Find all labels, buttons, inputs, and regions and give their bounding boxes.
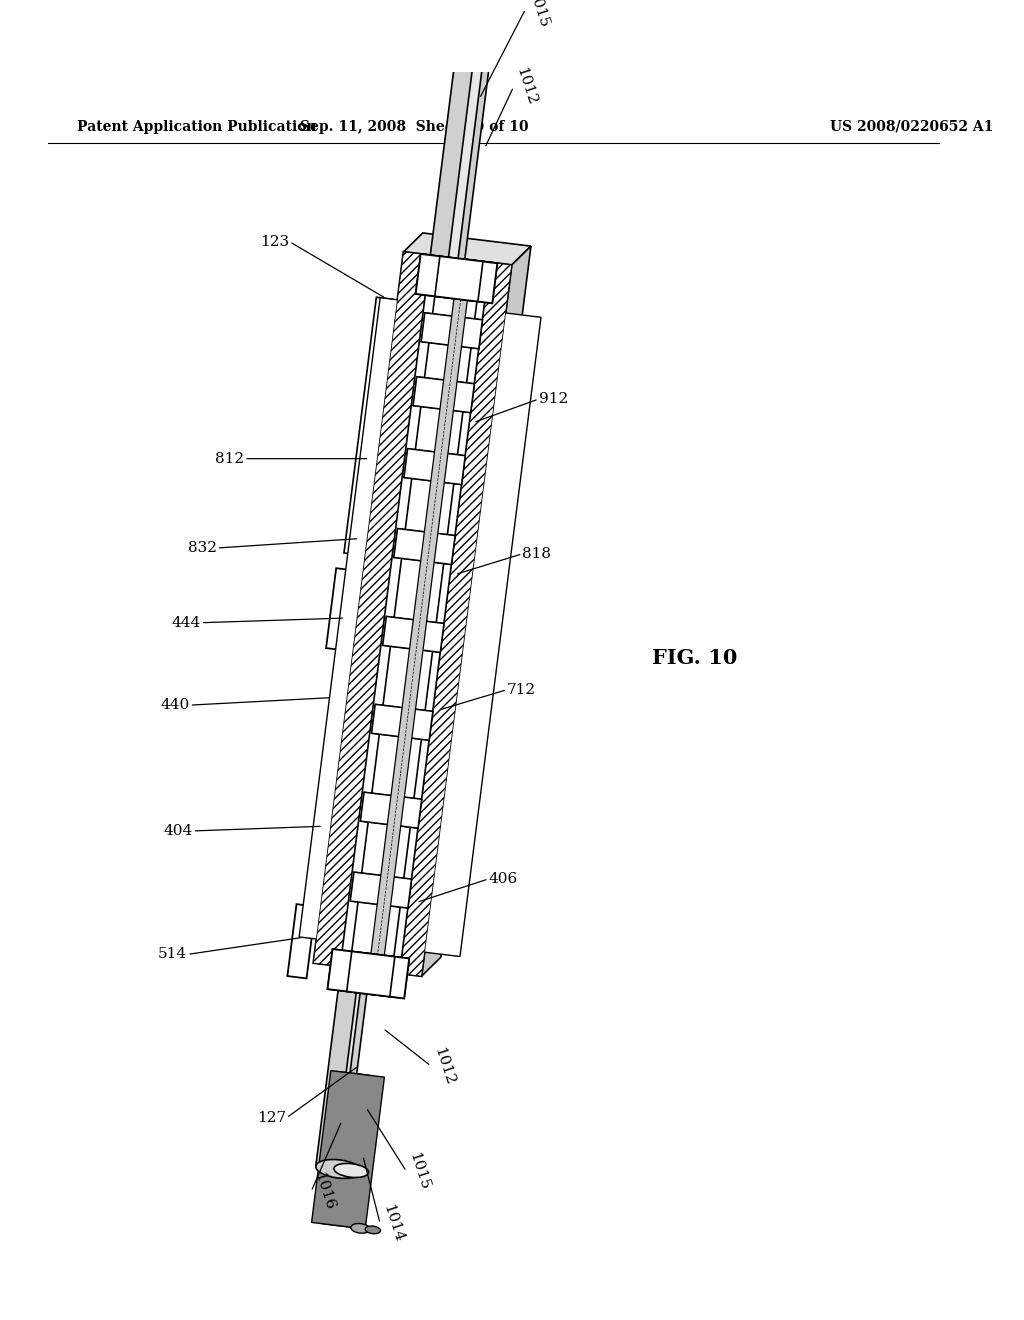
- Polygon shape: [413, 376, 474, 413]
- Polygon shape: [427, 48, 492, 284]
- Polygon shape: [416, 253, 498, 304]
- Ellipse shape: [351, 1224, 370, 1233]
- Polygon shape: [394, 528, 455, 565]
- Polygon shape: [399, 263, 512, 977]
- Polygon shape: [352, 296, 477, 957]
- Polygon shape: [313, 252, 512, 977]
- Polygon shape: [383, 616, 443, 652]
- Text: 123: 123: [260, 235, 290, 248]
- Text: 440: 440: [161, 698, 189, 711]
- Polygon shape: [350, 873, 412, 908]
- Text: Sep. 11, 2008  Sheet 10 of 10: Sep. 11, 2008 Sheet 10 of 10: [300, 120, 529, 133]
- Polygon shape: [422, 246, 531, 977]
- Text: 127: 127: [257, 1111, 287, 1125]
- Text: 1014: 1014: [380, 1203, 406, 1245]
- Text: 1015: 1015: [407, 1151, 432, 1192]
- Polygon shape: [371, 298, 467, 956]
- Polygon shape: [404, 449, 465, 484]
- Polygon shape: [350, 873, 412, 908]
- Polygon shape: [344, 297, 392, 554]
- Polygon shape: [435, 256, 483, 301]
- Polygon shape: [383, 616, 443, 652]
- Polygon shape: [288, 904, 315, 978]
- Text: 1015: 1015: [525, 0, 551, 29]
- Text: FIG. 10: FIG. 10: [652, 648, 737, 668]
- Text: 444: 444: [171, 615, 201, 630]
- Text: 514: 514: [158, 948, 187, 961]
- Polygon shape: [416, 253, 498, 304]
- Ellipse shape: [366, 1226, 381, 1234]
- Polygon shape: [421, 313, 482, 348]
- Ellipse shape: [475, 45, 506, 58]
- Polygon shape: [372, 705, 433, 741]
- Text: US 2008/0220652 A1: US 2008/0220652 A1: [829, 120, 993, 133]
- Text: 812: 812: [215, 451, 244, 466]
- Polygon shape: [360, 792, 422, 828]
- Polygon shape: [360, 792, 422, 828]
- Polygon shape: [394, 528, 455, 565]
- Text: 1012: 1012: [514, 66, 539, 107]
- Polygon shape: [334, 985, 361, 1168]
- Polygon shape: [347, 952, 395, 997]
- Polygon shape: [326, 568, 358, 651]
- Polygon shape: [445, 50, 484, 282]
- Text: 818: 818: [522, 546, 552, 561]
- Polygon shape: [323, 1072, 370, 1228]
- Text: 832: 832: [187, 541, 217, 554]
- Polygon shape: [315, 982, 368, 1170]
- Polygon shape: [404, 449, 465, 484]
- Polygon shape: [340, 255, 489, 973]
- Polygon shape: [328, 949, 410, 998]
- Ellipse shape: [315, 1159, 361, 1179]
- Ellipse shape: [334, 1163, 369, 1177]
- Text: 1016: 1016: [311, 1171, 337, 1212]
- Polygon shape: [313, 252, 507, 975]
- Text: Patent Application Publication: Patent Application Publication: [77, 120, 316, 133]
- Polygon shape: [413, 376, 474, 413]
- Polygon shape: [311, 1071, 384, 1229]
- Polygon shape: [403, 232, 531, 265]
- Polygon shape: [421, 313, 482, 348]
- Polygon shape: [299, 298, 541, 957]
- Text: 1012: 1012: [431, 1045, 457, 1086]
- Polygon shape: [372, 705, 433, 741]
- Text: 404: 404: [164, 824, 193, 838]
- Text: 712: 712: [507, 682, 537, 697]
- Polygon shape: [328, 949, 410, 998]
- Text: 912: 912: [539, 392, 568, 407]
- Text: 406: 406: [488, 873, 518, 886]
- Ellipse shape: [457, 41, 499, 58]
